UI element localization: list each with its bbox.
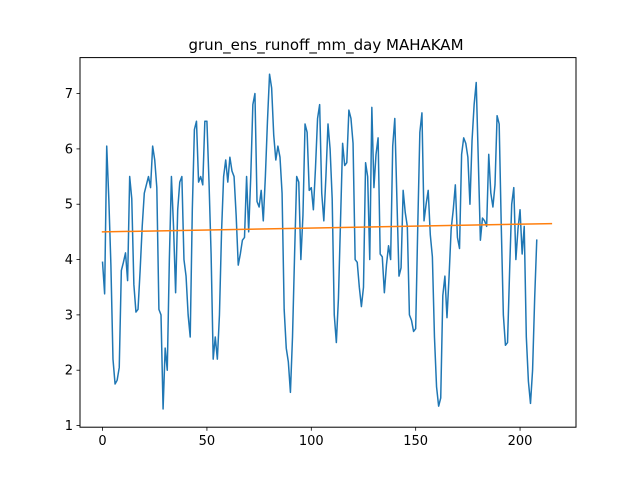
y-tick-label: 4 [65, 253, 73, 268]
x-tick-label: 0 [98, 434, 106, 449]
trend-series-line [101, 222, 553, 233]
x-tick-label: 150 [403, 434, 428, 449]
plot-frame [79, 57, 577, 428]
y-tick-label: 5 [65, 198, 73, 213]
x-tick-label: 50 [199, 434, 216, 449]
y-tick-label: 2 [65, 364, 73, 379]
x-tick-label: 100 [299, 434, 324, 449]
plot-series [101, 73, 553, 410]
y-tick-label: 3 [65, 308, 73, 323]
axis-ticks: 0 50 100 150 200 1 2 3 4 5 6 7 [65, 87, 533, 449]
chart-title: grun_ens_runoff_mm_day MAHAKAM [188, 36, 463, 55]
y-tick-label: 7 [65, 87, 73, 102]
runoff-series-line [101, 73, 538, 410]
x-tick-label: 200 [508, 434, 533, 449]
y-tick-label: 6 [65, 142, 73, 157]
y-tick-label: 1 [65, 419, 73, 434]
